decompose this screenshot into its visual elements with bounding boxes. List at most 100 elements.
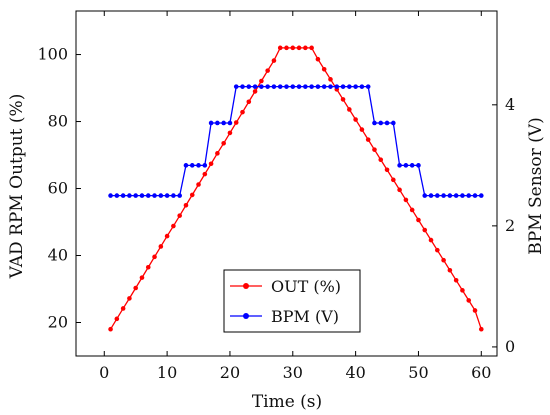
data-point	[472, 308, 478, 313]
plot-frame	[75, 10, 498, 357]
data-point	[246, 84, 252, 89]
y-left-tick-label: 40	[48, 246, 68, 265]
data-point	[309, 45, 314, 51]
y-axis-left-title: VAD RPM Output (%)	[7, 94, 27, 280]
legend-marker-out	[243, 283, 249, 289]
data-point	[277, 45, 283, 51]
data-point	[397, 187, 402, 193]
data-point	[359, 84, 365, 89]
data-point	[315, 84, 321, 89]
data-point	[321, 66, 327, 72]
data-point	[296, 45, 302, 51]
data-point	[208, 161, 214, 167]
series-1	[108, 84, 484, 198]
x-tick-label: 0	[99, 363, 109, 382]
legend-entry-out: OUT (%)	[230, 277, 341, 296]
data-point	[372, 147, 377, 152]
data-point	[152, 254, 157, 260]
data-point	[227, 120, 233, 126]
data-point	[133, 285, 138, 291]
data-point	[328, 84, 333, 89]
data-point	[127, 296, 132, 301]
y-axis-right: 0 2 4	[492, 95, 515, 356]
data-point	[422, 193, 428, 198]
series-0	[108, 45, 484, 332]
data-point	[466, 298, 472, 303]
data-point	[177, 193, 182, 198]
data-point	[240, 84, 245, 89]
data-point	[114, 193, 120, 198]
data-point	[391, 177, 396, 183]
data-point	[252, 84, 258, 89]
data-point	[221, 120, 226, 126]
data-point	[315, 56, 321, 62]
data-point	[403, 197, 409, 203]
data-point	[259, 84, 264, 89]
x-axis-title: Time (s)	[252, 392, 322, 412]
data-point	[183, 202, 189, 208]
data-point	[189, 163, 195, 168]
y-right-tick-label: 2	[505, 216, 515, 235]
data-point	[466, 193, 472, 198]
data-point	[453, 278, 459, 283]
data-point	[227, 130, 233, 136]
data-point	[127, 193, 132, 198]
data-point	[233, 120, 239, 125]
data-point	[435, 247, 440, 253]
data-point	[139, 275, 145, 280]
y-left-tick-label: 100	[37, 45, 68, 64]
data-point	[472, 193, 478, 198]
data-point	[435, 193, 440, 198]
data-point	[196, 182, 201, 187]
data-point	[378, 120, 384, 126]
data-point	[347, 107, 352, 112]
data-point	[290, 84, 296, 89]
y-left-tick-label: 60	[48, 179, 68, 198]
data-point	[265, 84, 270, 89]
x-tick-label: 30	[283, 363, 303, 382]
data-point	[189, 192, 195, 198]
data-point	[202, 163, 208, 168]
data-point	[328, 77, 333, 82]
data-point	[334, 84, 340, 89]
y-left-tick-label: 20	[48, 313, 68, 332]
legend-entry-bpm: BPM (V)	[230, 307, 339, 326]
data-point	[215, 151, 220, 156]
data-point	[340, 97, 346, 102]
data-point	[359, 127, 365, 132]
data-point	[321, 84, 327, 89]
data-point	[233, 84, 239, 89]
y-left-tick-label: 80	[48, 112, 68, 131]
data-point	[265, 68, 270, 73]
data-point	[271, 58, 277, 63]
data-point	[391, 120, 396, 126]
data-point	[252, 89, 258, 94]
x-tick-label: 60	[471, 363, 491, 382]
legend-box	[223, 269, 361, 333]
data-point	[240, 109, 245, 115]
data-point	[221, 141, 226, 146]
data-point	[208, 120, 214, 126]
data-point	[145, 264, 151, 270]
data-point	[460, 193, 465, 198]
data-point	[478, 193, 484, 198]
data-point	[378, 157, 384, 163]
data-point	[296, 84, 302, 89]
data-point	[428, 193, 434, 198]
legend-label-bpm: BPM (V)	[271, 307, 339, 326]
data-point	[284, 84, 289, 89]
data-point	[416, 217, 421, 223]
data-point	[303, 84, 308, 89]
data-point	[164, 193, 170, 198]
data-point	[246, 99, 252, 105]
data-point	[303, 45, 308, 51]
data-point	[145, 193, 151, 198]
data-point	[202, 171, 208, 177]
data-point	[409, 163, 415, 168]
y-axis-left: 20 40 60 80 100	[37, 45, 81, 332]
data-point	[271, 84, 277, 89]
data-point	[120, 193, 126, 198]
data-point	[171, 193, 176, 198]
data-point	[277, 84, 283, 89]
